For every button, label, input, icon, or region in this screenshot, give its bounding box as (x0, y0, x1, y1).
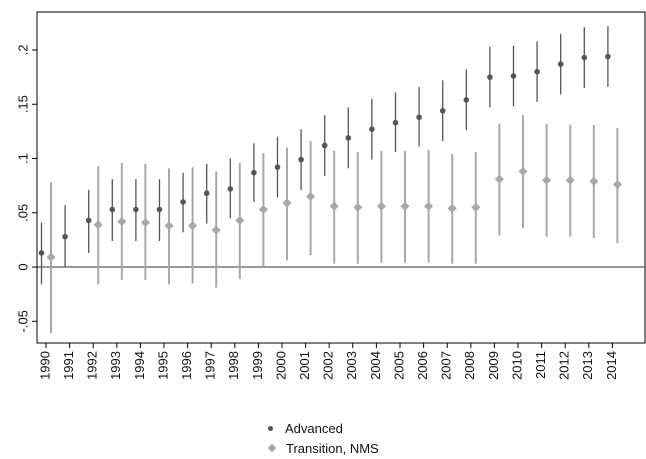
data-point (329, 201, 339, 211)
x-tick-label: 1997 (203, 351, 218, 380)
series-advanced (38, 26, 611, 285)
data-point (534, 68, 540, 75)
y-tick-label: .1 (15, 153, 30, 164)
y-tick-label: .2 (15, 45, 30, 56)
data-point (140, 218, 150, 228)
legend-label-transition-nms: Transition, NMS (286, 440, 379, 456)
data-point (447, 203, 457, 213)
data-point (439, 107, 446, 114)
data-point (400, 201, 410, 211)
data-point (203, 190, 210, 197)
data-point (211, 225, 221, 235)
x-tick-label: 2011 (533, 351, 548, 379)
x-tick-label: 2004 (368, 351, 383, 380)
data-point (235, 215, 245, 225)
data-point (180, 199, 186, 205)
data-point (109, 206, 116, 213)
x-tick-label: 2005 (391, 351, 406, 380)
data-point (38, 250, 45, 256)
data-point (251, 169, 257, 176)
data-point (117, 216, 127, 226)
data-point (345, 135, 352, 141)
data-point (612, 180, 622, 190)
x-tick-label: 1993 (108, 351, 123, 380)
x-tick-label: 1995 (155, 351, 170, 380)
data-point (282, 198, 292, 208)
legend-marker-transition-nms (267, 443, 277, 453)
x-tick-label: 2012 (557, 351, 572, 380)
x-tick-label: 1990 (37, 351, 52, 380)
legend-item-advanced: Advanced (268, 418, 379, 438)
data-point (93, 220, 103, 230)
data-point (321, 142, 328, 149)
x-tick-label: 2006 (415, 351, 430, 380)
data-point (353, 202, 363, 212)
data-point (306, 191, 316, 201)
x-axis: 1990 1991 1992 1993 1994 1995 1996 1997 1998 1999… (37, 343, 619, 380)
data-point (471, 202, 481, 212)
data-point (298, 156, 304, 163)
y-tick-label: .05 (15, 204, 30, 222)
data-point (463, 97, 470, 103)
data-point (376, 201, 386, 211)
data-point (133, 206, 139, 213)
x-tick-label: 2013 (580, 351, 595, 380)
data-point (85, 217, 92, 224)
data-point (392, 119, 399, 126)
legend: Advanced Transition, NMS (267, 418, 379, 458)
x-tick-label: 2010 (509, 351, 524, 380)
data-point (542, 175, 552, 185)
x-tick-label: 2001 (297, 351, 312, 380)
data-point (510, 73, 517, 79)
y-tick-label: .15 (15, 95, 30, 113)
x-tick-label: 2002 (321, 351, 336, 380)
x-tick-label: 2014 (604, 351, 619, 380)
data-point (46, 252, 56, 262)
data-point (487, 74, 493, 80)
data-point (227, 186, 234, 192)
x-tick-label: 1998 (226, 351, 241, 380)
x-tick-label: 1994 (132, 351, 147, 380)
data-point (258, 205, 268, 215)
data-point (424, 201, 434, 211)
x-tick-label: 2007 (439, 351, 454, 380)
data-point (62, 233, 68, 240)
x-tick-label: 2009 (486, 351, 501, 380)
x-tick-label: 2003 (344, 351, 359, 380)
data-point (565, 175, 575, 185)
x-tick-label: 2008 (462, 351, 477, 380)
legend-item-transition-nms: Transition, NMS (267, 438, 379, 458)
legend-marker-advanced (268, 425, 273, 431)
data-point (557, 61, 564, 67)
plot-border (36, 11, 646, 344)
data-point (518, 167, 528, 177)
x-tick-label: 1991 (61, 351, 76, 380)
data-point (416, 114, 422, 121)
data-point (494, 174, 504, 184)
legend-label-advanced: Advanced (285, 420, 343, 436)
data-point (589, 176, 599, 186)
x-tick-label: 1999 (250, 351, 265, 380)
series-transition-nms (46, 115, 622, 334)
x-tick-label: 2000 (273, 351, 288, 380)
x-tick-label: 1996 (179, 351, 194, 380)
y-tick-label: 0 (15, 263, 30, 270)
data-point (156, 206, 163, 213)
y-tick-label: -.05 (15, 310, 30, 332)
data-point (581, 54, 588, 61)
y-axis: -.05 0 .05 .1 .15 .2 (15, 45, 37, 332)
data-point (274, 164, 281, 170)
data-point (369, 126, 375, 133)
data-point (605, 53, 611, 60)
x-tick-label: 1992 (85, 351, 100, 380)
plot-frame-layer (36, 11, 646, 344)
data-point (164, 221, 174, 231)
data-point (188, 221, 198, 231)
